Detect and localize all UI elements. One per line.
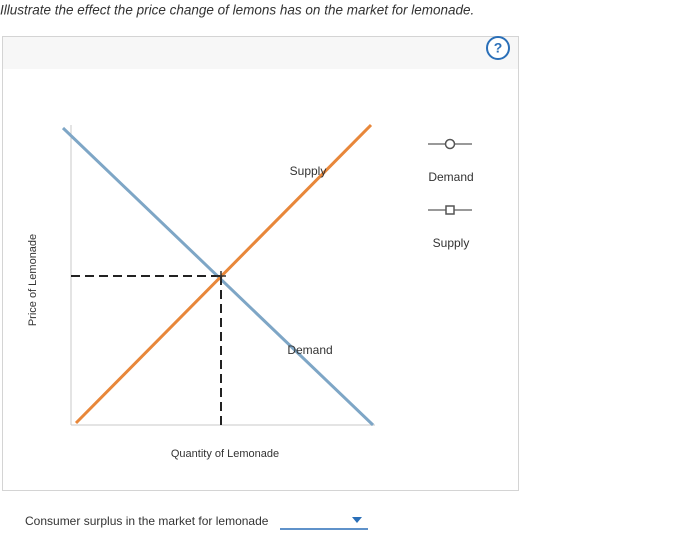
equilibrium-point[interactable] [216, 271, 226, 281]
y-axis-label: Price of Lemonade [27, 234, 39, 326]
question: Illustrate the effect the price change o… [0, 3, 474, 18]
legend-supply-tool[interactable] [428, 205, 472, 215]
help-button[interactable]: ? [486, 36, 510, 60]
legend-demand-tool[interactable] [428, 138, 472, 150]
help-icon[interactable]: ? [494, 40, 503, 56]
legend-supply: Supply [433, 236, 470, 250]
legend-demand: Demand [428, 170, 473, 184]
legend-circle[interactable] [444, 138, 456, 150]
dropdown-arrow[interactable] [352, 517, 362, 523]
legend-square[interactable] [445, 205, 455, 215]
answer-dropdown[interactable] [280, 517, 368, 530]
demand-label: Demand [287, 343, 332, 357]
panel-header [3, 37, 518, 69]
help-circle[interactable] [486, 36, 510, 60]
x-axis-label: Quantity of Lemonade [171, 448, 279, 460]
supply-label: Supply [290, 164, 327, 178]
supply-line[interactable] [74, 123, 373, 425]
prompt: Consumer surplus in the market for lemon… [25, 514, 269, 528]
graph-panel [2, 36, 519, 491]
